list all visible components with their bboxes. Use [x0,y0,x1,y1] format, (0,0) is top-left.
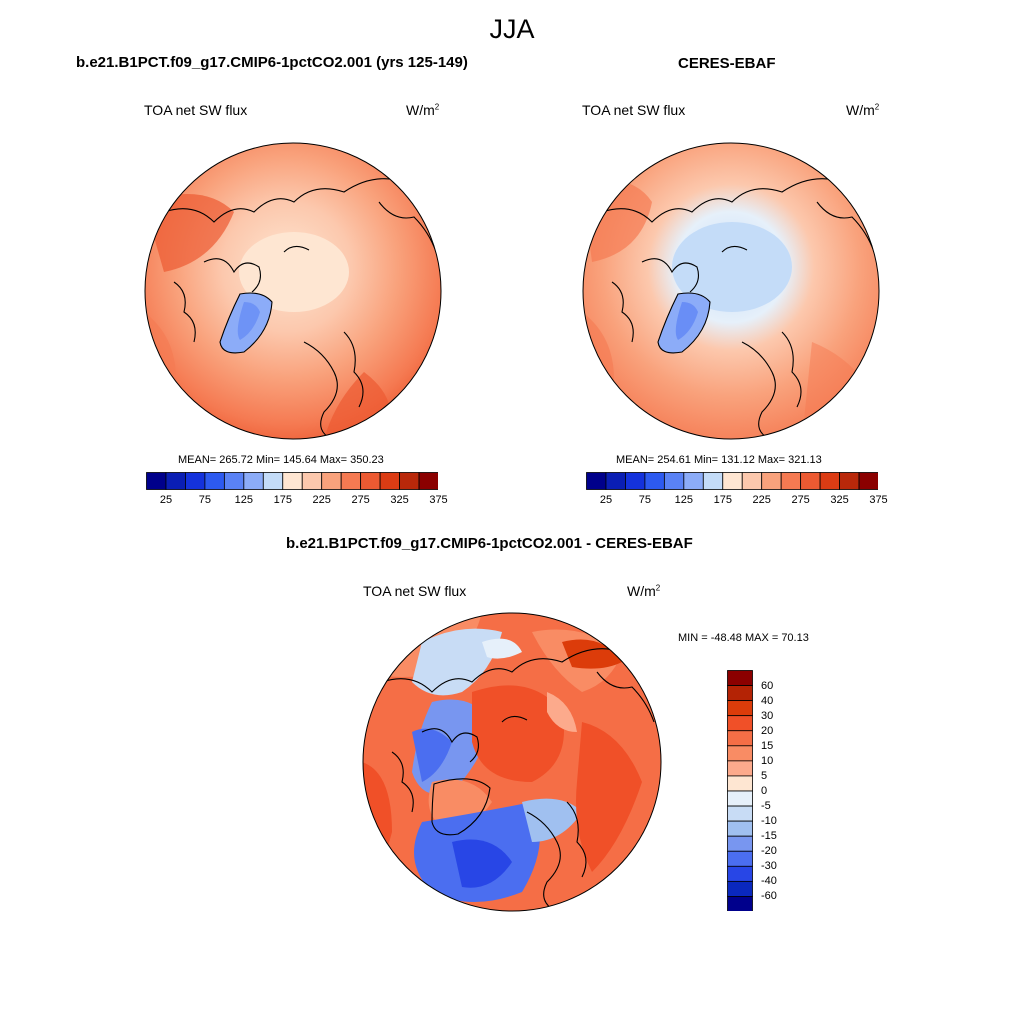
colorbar-tick-label: 30 [761,709,774,722]
colorbar-swatch [625,472,646,490]
colorbar-tick-label: 275 [351,494,370,506]
colorbar-swatch [605,472,626,490]
colorbar-swatch [741,472,763,490]
colorbar-swatch [165,472,186,490]
colorbar-tick-label: 375 [429,494,448,506]
colorbar-tick-label: -30 [761,860,777,873]
colorbar-swatch [800,472,821,490]
colorbar-tick-label: 40 [761,694,774,707]
colorbar-tick-label: 275 [791,494,810,506]
panel-3-stats: MIN = -48.48 MAX = 70.13 [678,632,809,644]
colorbar-tick-label: 175 [713,494,732,506]
colorbar-swatch [262,472,284,490]
colorbar-swatch [722,472,743,490]
panel-1-polar-map [144,142,442,440]
colorbar-tick-label: 60 [761,679,774,692]
colorbar-tick-label: 75 [638,494,652,506]
colorbar-tick-label: 225 [312,494,331,506]
panel-3-polar-map [362,612,662,912]
colorbar-swatch [663,472,685,490]
colorbar-swatch [586,472,607,490]
colorbar-tick-label: 5 [761,769,768,782]
colorbar-tick-label: 225 [752,494,771,506]
colorbar-tick-label: 15 [761,739,774,752]
colorbar-tick-label: -20 [761,845,777,858]
colorbar-swatch [399,472,420,490]
colorbar-swatch [301,472,323,490]
panel-2-polar-map [582,142,880,440]
colorbar-tick-label: 10 [761,754,774,767]
colorbar-tick-label: 175 [273,494,292,506]
colorbar-swatch [146,472,167,490]
colorbar-swatch [702,472,724,490]
panel-1-title: b.e21.B1PCT.f09_g17.CMIP6-1pctCO2.001 (y… [76,54,468,71]
panel-3-units: W/m2 [627,583,661,599]
colorbar-tick-label: -60 [761,890,777,903]
panel-2-colorbar-labels: 25 75 125 175 225 275 325 375 [586,494,888,508]
colorbar-swatch [839,472,860,490]
colorbar-swatch [340,472,362,490]
colorbar-tick-label: -10 [761,815,777,828]
colorbar-swatch [780,472,802,490]
panel-2-title: CERES-EBAF [678,55,776,72]
colorbar-tick-label: -5 [761,800,771,813]
colorbar-tick-label: 325 [830,494,849,506]
colorbar-swatch [727,896,753,911]
panel-1-colorbar [146,472,438,490]
colorbar-swatch [683,472,704,490]
colorbar-swatch [204,472,225,490]
figure-title: JJA [489,14,535,44]
panel-3-colorbar-labels: 60 40 30 20 15 10 5 0 -5 -10 -15 -20 -30 -40 -60 [727,670,807,911]
colorbar-tick-label: -40 [761,875,777,888]
colorbar-swatch [223,472,245,490]
panel-3-field-label: TOA net SW flux [363,583,467,599]
colorbar-tick-label: 25 [159,494,173,506]
panel-2-colorbar [586,472,878,490]
panel-2-units: W/m2 [846,102,880,118]
panel-1-field-label: TOA net SW flux [144,102,248,118]
colorbar-swatch [644,472,665,490]
colorbar-swatch [819,472,840,490]
colorbar-tick-label: 75 [198,494,212,506]
colorbar-swatch [282,472,303,490]
colorbar-tick-label: 375 [869,494,888,506]
colorbar-tick-label: -15 [761,830,777,843]
colorbar-tick-label: 20 [761,724,774,737]
colorbar-tick-label: 125 [674,494,694,506]
colorbar-swatch [321,472,342,490]
colorbar-tick-label: 25 [599,494,613,506]
colorbar-tick-label: 0 [761,785,768,797]
colorbar-swatch [243,472,264,490]
panel-1-stats: MEAN= 265.72 Min= 145.64 Max= 350.23 [178,454,384,466]
panel-2-stats: MEAN= 254.61 Min= 131.12 Max= 321.13 [616,454,822,466]
colorbar-swatch [185,472,206,490]
panel-1-colorbar-labels: 25 75 125 175 225 275 325 375 [146,494,448,508]
colorbar-tick-label: 325 [390,494,409,506]
colorbar-swatch [379,472,400,490]
panel-2-field-label: TOA net SW flux [582,102,686,118]
panel-1-units: W/m2 [406,102,440,118]
panel-3-colorbar [727,670,753,911]
colorbar-tick-label: 125 [234,494,254,506]
colorbar-swatch [418,472,438,490]
colorbar-swatch [858,472,878,490]
colorbar-swatch [761,472,782,490]
colorbar-swatch [360,472,381,490]
panel-3-title: b.e21.B1PCT.f09_g17.CMIP6-1pctCO2.001 - … [286,535,693,552]
